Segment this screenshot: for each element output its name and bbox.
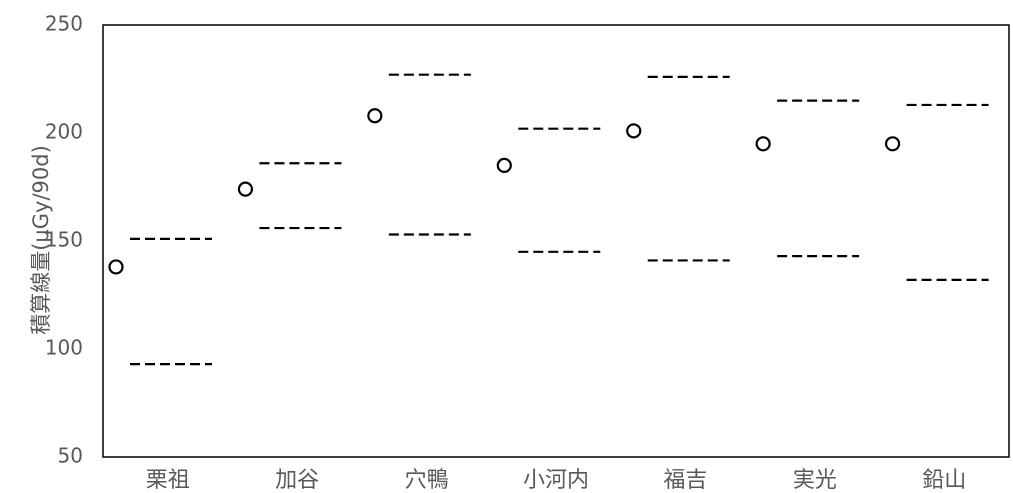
measured-value-marker: [626, 123, 642, 139]
y-axis-title: 積算線量(μGy/90d): [29, 145, 53, 335]
y-tick-label: 50: [58, 444, 83, 468]
y-tick-label: 200: [45, 120, 83, 144]
x-category-label: 穴鴨: [405, 468, 449, 493]
x-axis-labels: 栗祖 加谷 穴鴨 小河内 福吉 実光 鉛山: [146, 468, 967, 493]
measured-value-marker: [367, 108, 383, 124]
y-tick-label: 100: [45, 336, 83, 360]
x-category-label: 小河内: [523, 468, 589, 493]
x-category-label: 加谷: [275, 468, 319, 493]
y-tick-label: 250: [45, 12, 83, 36]
points-layer: [108, 108, 901, 275]
y-tick-label: 150: [45, 228, 83, 252]
x-category-label: 栗祖: [146, 468, 190, 493]
measured-value-marker: [496, 157, 512, 173]
measured-value-marker: [108, 259, 124, 275]
x-category-label: 福吉: [663, 468, 707, 493]
measured-value-marker: [755, 136, 771, 152]
measured-value-marker: [884, 136, 901, 152]
measured-value-marker: [237, 181, 254, 197]
x-category-label: 鉛山: [922, 468, 966, 493]
y-axis-ticks: 50 100 150 200 250: [45, 12, 83, 468]
x-category-label: 実光: [793, 468, 837, 493]
plot-area: [102, 24, 1010, 458]
bounds-layer: [130, 73, 989, 366]
